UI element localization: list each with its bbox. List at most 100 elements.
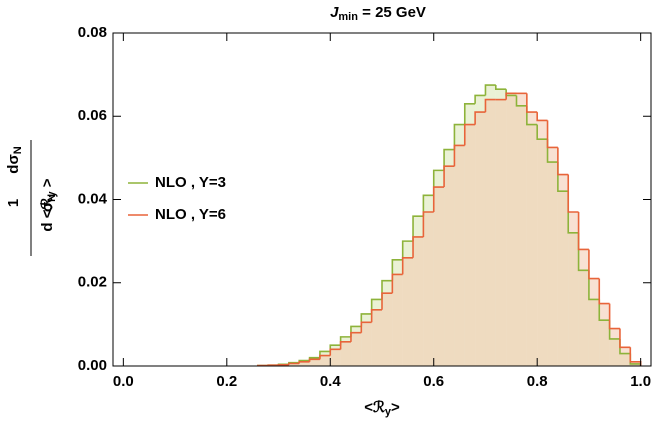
fills [257, 85, 641, 367]
histogram-bar [526, 112, 538, 367]
histogram-step [536, 112, 548, 122]
chart-title-part: = 25 GeV [358, 4, 426, 21]
histogram-bar [609, 328, 620, 366]
y-axis-label: σN [39, 194, 58, 212]
x-axis-label-part: <ℛ [364, 399, 385, 416]
histogram-bar [454, 145, 465, 366]
histogram-step [515, 95, 527, 107]
histogram-step [536, 124, 548, 140]
histogram-bar [516, 93, 527, 366]
outlines [257, 84, 642, 367]
histogram-bar [392, 274, 403, 366]
legend-label: NLO , Y=6 [155, 206, 226, 223]
histogram-step [350, 331, 362, 342]
histogram-step [526, 93, 538, 113]
x-tick-label: 1.0 [630, 373, 651, 390]
histogram-bar [340, 341, 351, 366]
histogram-bar [588, 278, 600, 366]
histogram-bar [299, 361, 310, 366]
y-axis-label: 1 [5, 199, 22, 207]
histogram-step [412, 236, 424, 258]
histogram-bar [485, 99, 496, 366]
histogram-bar [350, 332, 362, 366]
histogram-step [505, 92, 517, 100]
histogram-step [308, 358, 320, 362]
histogram-step [401, 256, 414, 275]
histogram-step [598, 299, 610, 322]
chart-title: Jmin = 25 GeV [330, 4, 426, 23]
histogram-bar [444, 166, 455, 366]
histogram-bar [537, 120, 548, 366]
histogram-step [608, 303, 620, 330]
y-axis-label: d <ℛy > [39, 178, 58, 231]
histogram-bar [578, 249, 589, 366]
histogram-step [567, 174, 579, 213]
histogram-bar [330, 349, 341, 366]
x-tick-label: 0.2 [216, 373, 237, 390]
histogram-step [629, 353, 642, 366]
histogram-step [432, 186, 445, 212]
histogram-step [401, 240, 414, 260]
histogram-bar [309, 359, 320, 366]
histogram-step [453, 144, 465, 167]
histogram-bar [288, 363, 300, 366]
histogram-bar [371, 309, 382, 366]
histogram-bar [361, 322, 372, 366]
histogram-step [588, 249, 600, 280]
y-axis-label-part: σ [39, 202, 56, 212]
y-axis-label-sub: y [46, 191, 58, 198]
x-tick-label: 0.6 [423, 373, 444, 390]
histogram-bar [506, 93, 517, 366]
histogram-bar [557, 174, 569, 366]
histogram-step [577, 211, 589, 251]
histogram-step [443, 148, 455, 171]
x-tick-label: 0.0 [113, 373, 134, 390]
y-axis-label-sub: N [46, 194, 58, 202]
histogram-step [598, 278, 610, 305]
histogram-step [412, 215, 424, 242]
y-tick-label: 0.04 [78, 190, 108, 207]
histogram-step [339, 341, 351, 350]
plot-frame [112, 32, 652, 367]
histogram-step [298, 361, 310, 364]
histogram-step [453, 123, 465, 150]
histogram-step [463, 123, 476, 146]
histogram-step [474, 94, 486, 104]
histogram-bar [568, 211, 579, 366]
histogram-step [484, 84, 496, 96]
histogram-step [381, 292, 393, 310]
y-axis-label-part: dσ [5, 154, 22, 173]
histogram-bar [382, 293, 393, 366]
x-axis-label: <ℛy> [364, 399, 400, 418]
histogram-bar [475, 112, 486, 367]
histogram-step [422, 211, 434, 237]
histogram-step [588, 270, 600, 301]
histogram-bar [319, 355, 331, 366]
x-tick-label: 0.8 [527, 373, 548, 390]
histogram-step [288, 362, 300, 365]
histogram-step [422, 194, 434, 217]
histogram-bar [464, 124, 476, 366]
y-tick-label: 0.06 [78, 107, 107, 124]
x-axis-label-sub: y [385, 406, 392, 418]
y-axis-label-sub: N [12, 146, 24, 154]
histogram-step [443, 165, 455, 188]
histogram-bar [547, 147, 558, 366]
histogram-step [463, 102, 476, 125]
y-tick-label: 0.00 [78, 357, 107, 374]
x-axis-label-part: > [391, 399, 400, 416]
y-tick-label: 0.08 [78, 24, 107, 41]
histogram-step [360, 321, 372, 333]
histogram-step [391, 273, 403, 294]
y-tick-label: 0.02 [78, 274, 107, 291]
histogram-step [329, 348, 341, 356]
y-axis-label: dσN [5, 146, 24, 173]
histogram-step [557, 147, 569, 176]
histogram-bar [423, 211, 434, 366]
histogram-step [546, 120, 558, 149]
chart-title-part: J [330, 4, 339, 21]
histogram-step [484, 98, 496, 113]
histogram-bar [402, 257, 414, 366]
